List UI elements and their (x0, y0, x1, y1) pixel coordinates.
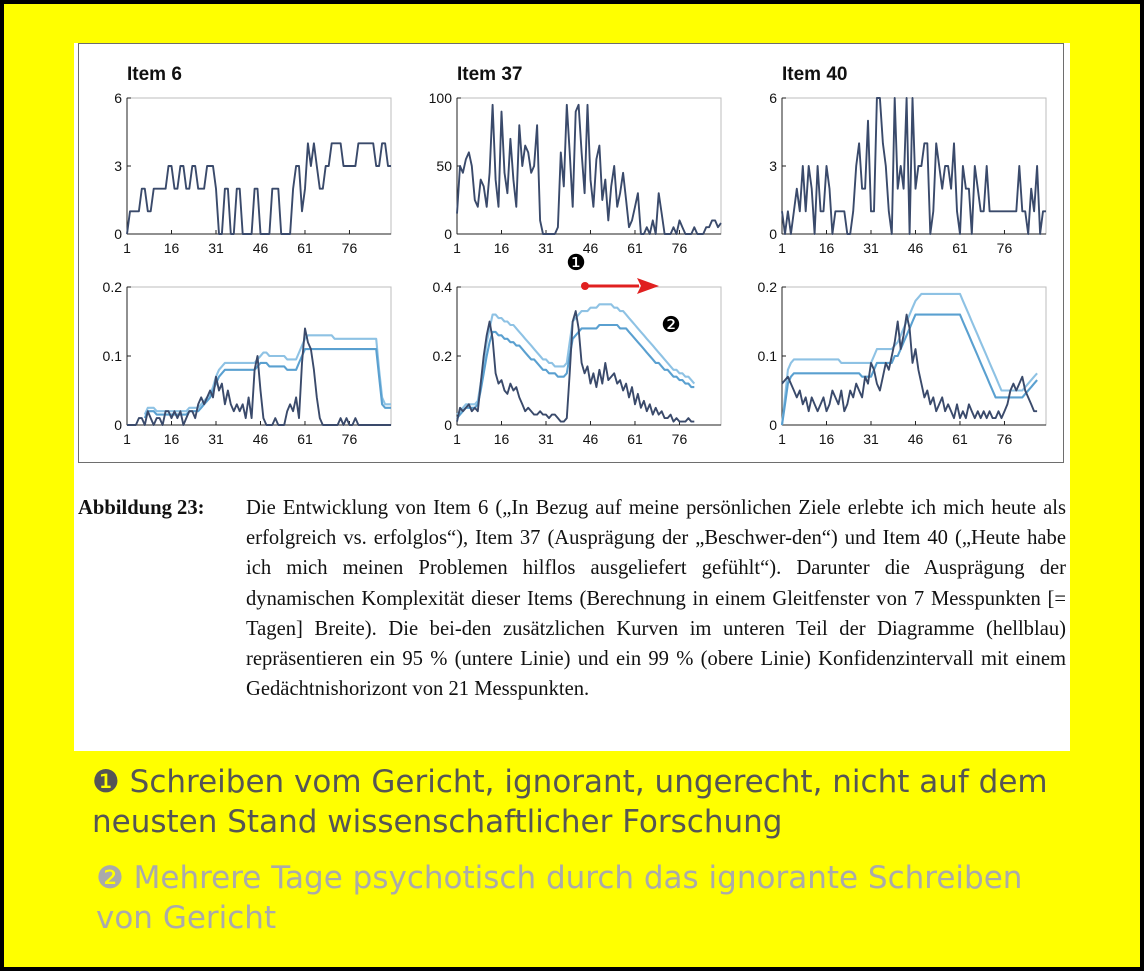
x-tick-label-4: 76 (672, 431, 688, 447)
caption-text: Die Entwicklung von Item 6 („In Bezug au… (246, 497, 1066, 701)
x-tick-label-3: 46 (253, 431, 269, 447)
x-tick-label-4: 1 (453, 431, 461, 447)
x-tick-label-5: 46 (908, 431, 924, 447)
y-tick-label-5: 0 (769, 417, 777, 433)
x-tick-label-3: 16 (164, 431, 180, 447)
x-tick-label-1: 1 (453, 240, 461, 256)
y-tick-label-4: 0.4 (433, 279, 453, 295)
plot-frame-1 (456, 97, 722, 235)
x-tick-label-0: 61 (297, 240, 313, 256)
series-line-4-1 (456, 323, 695, 419)
chart-title-2: Item 40 (782, 64, 847, 85)
y-tick-label-1: 0 (444, 226, 452, 242)
x-tick-label-5: 16 (819, 431, 835, 447)
x-tick-label-5: 61 (952, 431, 968, 447)
note-1: ❶ Schreiben vom Gericht, ignorant, unger… (92, 764, 1048, 840)
series-line-2-0 (781, 97, 1046, 235)
y-tick-label-2: 0 (769, 226, 777, 242)
series-line-3-2 (143, 334, 391, 416)
x-tick-label-4: 61 (627, 431, 643, 447)
x-tick-label-5: 76 (997, 431, 1013, 447)
y-tick-label-4: 0.2 (433, 348, 453, 364)
x-tick-label-1: 16 (494, 240, 510, 256)
x-tick-label-5: 1 (778, 431, 786, 447)
figure-paper: Item 6 0 3 6 1 16 31 46 61 76 Item 37 0 50 100 1 16 31 46… (74, 43, 1070, 751)
y-tick-label-5: 0.1 (758, 348, 778, 364)
x-tick-label-1: 61 (627, 240, 643, 256)
x-tick-label-4: 46 (583, 431, 599, 447)
plot-frame-3 (126, 286, 392, 426)
y-tick-label-3: 0.1 (103, 348, 123, 364)
x-tick-label-2: 61 (952, 240, 968, 256)
x-tick-label-0: 31 (208, 240, 224, 256)
x-tick-label-2: 1 (778, 240, 786, 256)
y-tick-label-5: 0.2 (758, 279, 778, 295)
series-line-5-2 (780, 292, 1038, 426)
plot-frame-4 (456, 286, 722, 426)
x-tick-label-3: 61 (297, 431, 313, 447)
x-tick-label-2: 16 (819, 240, 835, 256)
series-line-4-2 (456, 303, 696, 416)
marker-arrow-head (637, 278, 659, 294)
y-tick-label-0: 6 (114, 90, 122, 106)
chart-panel: Item 6 0 3 6 1 16 31 46 61 76 Item 37 0 50 100 1 16 31 46… (78, 43, 1064, 463)
series-line-5-0 (781, 313, 1038, 420)
x-tick-label-1: 31 (538, 240, 554, 256)
series-line-1-0 (456, 103, 722, 235)
series-line-4-0 (456, 310, 695, 423)
marker-arrow-dot (581, 282, 589, 290)
marker-1: ❶ (566, 251, 586, 276)
y-tick-label-3: 0 (114, 417, 122, 433)
caption-label: Abbildung 23: (78, 497, 205, 519)
series-line-3-0 (127, 327, 391, 426)
y-tick-label-1: 50 (436, 158, 452, 174)
x-tick-label-1: 76 (672, 240, 688, 256)
y-tick-label-4: 0 (444, 417, 452, 433)
note-2: ❷ Mehrere Tage psychotisch durch das ign… (96, 860, 1023, 936)
y-tick-label-0: 0 (114, 226, 122, 242)
y-tick-label-2: 3 (769, 158, 777, 174)
x-tick-label-2: 31 (863, 240, 879, 256)
x-tick-label-1: 46 (583, 240, 599, 256)
x-tick-label-2: 46 (908, 240, 924, 256)
y-tick-label-3: 0.2 (103, 279, 123, 295)
x-tick-label-3: 76 (342, 431, 358, 447)
y-tick-label-0: 3 (114, 158, 122, 174)
x-tick-label-0: 76 (342, 240, 358, 256)
x-tick-label-4: 16 (494, 431, 510, 447)
marker-2: ❷ (661, 313, 681, 338)
y-tick-label-2: 6 (769, 90, 777, 106)
x-tick-label-2: 76 (997, 240, 1013, 256)
x-tick-label-5: 31 (863, 431, 879, 447)
series-line-0-0 (126, 142, 391, 235)
chart-title-1: Item 37 (457, 64, 522, 85)
x-tick-label-4: 31 (538, 431, 554, 447)
x-tick-label-0: 16 (164, 240, 180, 256)
chart-title-0: Item 6 (127, 64, 182, 85)
series-line-3-1 (143, 348, 391, 419)
x-tick-label-0: 46 (253, 240, 269, 256)
y-tick-label-1: 100 (429, 90, 453, 106)
x-tick-label-3: 31 (208, 431, 224, 447)
x-tick-label-0: 1 (123, 240, 131, 256)
x-tick-label-3: 1 (123, 431, 131, 447)
